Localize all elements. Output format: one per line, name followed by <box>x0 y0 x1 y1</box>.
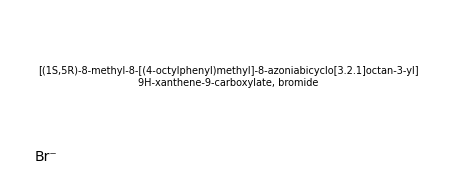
Text: [(1S,5R)-8-methyl-8-[(4-octylphenyl)methyl]-8-azoniabicyclo[3.2.1]octan-3-yl]
9H: [(1S,5R)-8-methyl-8-[(4-octylphenyl)meth… <box>38 66 417 88</box>
Text: Br⁻: Br⁻ <box>35 151 58 164</box>
